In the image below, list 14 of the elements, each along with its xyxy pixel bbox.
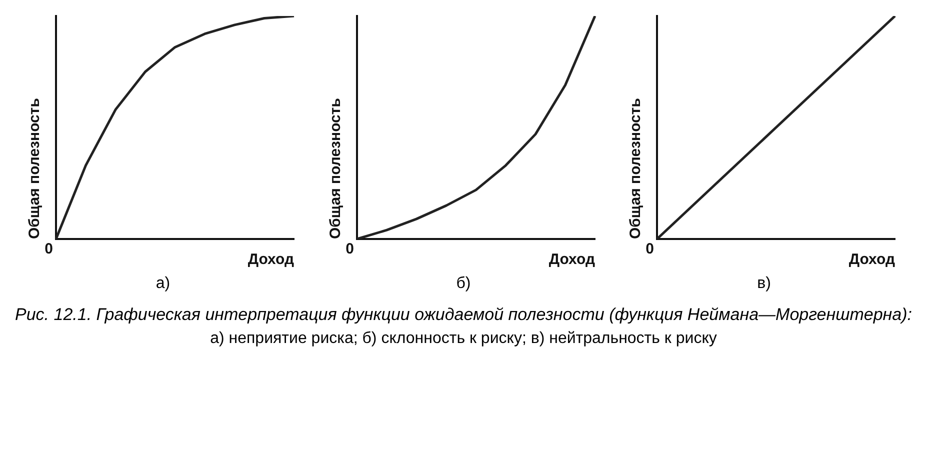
x-axis-title: Доход — [248, 251, 294, 268]
y-axis-title: Общая полезность — [26, 98, 44, 239]
text: Рис. 12.1. Графическая интерпретация функции ожидаемой полезности (функция Неймана—Моргенштерна): — [14, 304, 913, 326]
text: а) неприятие риска; б) склонность к риску; в) нейтральность к риску — [209, 329, 718, 349]
text: б) — [456, 275, 471, 293]
text: 0 — [646, 240, 654, 258]
text: 0 — [44, 240, 53, 258]
text: в) — [757, 275, 771, 293]
y-axis-title: Общая полезность — [326, 98, 344, 239]
text: 0 — [345, 240, 354, 258]
x-axis-title: Доход — [848, 251, 896, 268]
text: а) — [156, 275, 170, 293]
y-axis-title: Общая полезность — [627, 98, 644, 239]
x-axis-title: Доход — [548, 251, 595, 268]
